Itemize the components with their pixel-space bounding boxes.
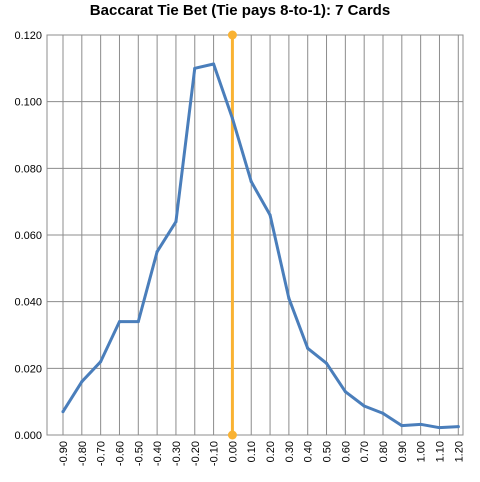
- data-point: [249, 180, 253, 184]
- data-point: [80, 380, 84, 384]
- y-tick-label: 0.020: [14, 363, 42, 375]
- x-tick-label: -0.30: [171, 441, 183, 466]
- series-layer: [61, 62, 460, 430]
- x-tick-label: 0.70: [359, 441, 371, 462]
- data-point: [136, 320, 140, 324]
- data-point: [343, 390, 347, 394]
- data-point: [61, 410, 65, 414]
- data-point: [325, 361, 329, 365]
- x-axis-ticks: -0.90 -0.80 -0.70 -0.60 -0.50 -0.40 -0.30 -0.20…: [58, 441, 465, 466]
- x-tick-label: -0.50: [133, 441, 145, 466]
- x-tick-label: -0.20: [190, 441, 202, 466]
- x-tick-label: 0.50: [322, 441, 334, 462]
- data-point: [306, 346, 310, 350]
- x-tick-label: -0.40: [152, 441, 164, 466]
- x-tick-label: 0.40: [303, 441, 315, 462]
- x-tick-label: -0.70: [96, 441, 108, 466]
- data-point: [381, 411, 385, 415]
- x-tick-label: 0.20: [265, 441, 277, 462]
- y-tick-label: 0.060: [14, 230, 42, 242]
- y-axis-ticks: 0.000 0.020 0.040 0.060 0.080 0.100 0.120: [14, 30, 42, 442]
- data-point: [437, 426, 441, 430]
- data-point: [400, 424, 404, 428]
- data-point: [155, 250, 159, 254]
- chart-title: Baccarat Tie Bet (Tie pays 8-to-1): 7 Ca…: [89, 2, 391, 19]
- x-tick-label: 0.60: [340, 441, 352, 462]
- data-point: [193, 66, 197, 70]
- zero-marker-top-point: [227, 30, 237, 40]
- data-point: [268, 213, 272, 217]
- x-tick-label: 0.90: [397, 441, 409, 462]
- data-point: [230, 116, 234, 120]
- data-point: [362, 404, 366, 408]
- y-tick-label: 0.080: [14, 163, 42, 175]
- x-tick-label: 0.10: [246, 441, 258, 462]
- x-tick-label: -0.80: [77, 441, 89, 466]
- zero-marker-layer: [227, 30, 237, 440]
- x-tick-label: 0.30: [284, 441, 296, 462]
- x-tick-label: 1.00: [416, 441, 428, 462]
- x-tick-label: -0.90: [58, 441, 70, 466]
- data-point: [174, 220, 178, 224]
- x-tick-label: -0.60: [114, 441, 126, 466]
- y-tick-label: 0.000: [14, 430, 42, 442]
- data-point: [99, 360, 103, 364]
- x-tick-label: 1.20: [453, 441, 465, 462]
- data-point: [456, 425, 460, 429]
- zero-marker-bottom-point: [227, 430, 237, 440]
- data-point: [287, 296, 291, 300]
- series-line: [61, 62, 460, 430]
- y-tick-label: 0.120: [14, 30, 42, 42]
- data-point: [212, 62, 216, 66]
- y-tick-label: 0.100: [14, 97, 42, 109]
- y-tick-label: 0.040: [14, 297, 42, 309]
- x-tick-label: 1.10: [434, 441, 446, 462]
- x-tick-label: 0.80: [378, 441, 390, 462]
- x-tick-label: 0.00: [227, 441, 239, 462]
- x-tick-label: -0.10: [209, 441, 221, 466]
- data-point: [117, 320, 121, 324]
- data-point: [419, 422, 423, 426]
